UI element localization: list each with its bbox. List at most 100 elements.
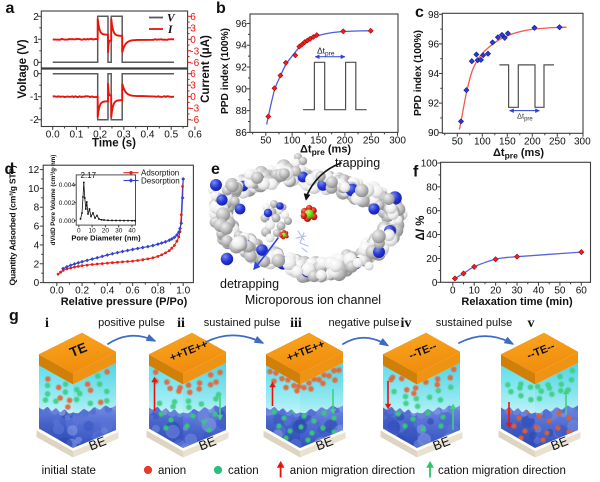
svg-text:92: 92 — [236, 63, 248, 74]
svg-text:anion migration direction: anion migration direction — [290, 465, 415, 477]
svg-text:0.000: 0.000 — [59, 218, 76, 225]
svg-text:PPD index (100%): PPD index (100%) — [220, 28, 231, 114]
svg-text:sustained pulse: sustained pulse — [436, 317, 512, 329]
svg-text:6: 6 — [190, 12, 196, 23]
svg-text:0.0: 0.0 — [46, 130, 60, 141]
svg-text:90: 90 — [236, 84, 248, 95]
svg-text:PPD index (100%): PPD index (100%) — [413, 30, 424, 116]
svg-text:Current (μA): Current (μA) — [200, 35, 212, 103]
svg-text:V: V — [167, 13, 176, 25]
svg-text:40: 40 — [533, 286, 545, 297]
svg-text:2.17: 2.17 — [81, 171, 97, 180]
svg-text:cation: cation — [228, 465, 259, 477]
svg-text:-6: -6 — [190, 115, 199, 126]
svg-text:30: 30 — [511, 286, 523, 297]
svg-text:1.0: 1.0 — [176, 286, 190, 297]
svg-text:ii: ii — [177, 316, 185, 331]
svg-text:50: 50 — [260, 136, 272, 147]
svg-text:0.3: 0.3 — [117, 130, 131, 141]
svg-text:Adsorption: Adsorption — [141, 169, 179, 178]
svg-text:60: 60 — [426, 206, 438, 217]
svg-text:2: 2 — [34, 259, 40, 270]
svg-text:98: 98 — [428, 10, 440, 21]
svg-text:4: 4 — [34, 240, 40, 251]
svg-text:ΔI %: ΔI % — [415, 216, 427, 241]
svg-text:3: 3 — [190, 23, 196, 34]
svg-text:0.1: 0.1 — [69, 130, 83, 141]
svg-text:10: 10 — [469, 286, 481, 297]
svg-text:cation migration direction: cation migration direction — [438, 465, 566, 477]
svg-text:TE: TE — [68, 340, 90, 360]
svg-text:0: 0 — [190, 92, 196, 103]
svg-text:0: 0 — [450, 286, 456, 297]
svg-text:BE: BE — [549, 433, 571, 453]
svg-text:c: c — [415, 4, 424, 21]
svg-text:-6: -6 — [190, 58, 199, 69]
svg-text:100: 100 — [474, 137, 491, 148]
svg-text:250: 250 — [363, 136, 380, 147]
svg-text:300: 300 — [574, 137, 591, 148]
svg-text:0.4: 0.4 — [100, 286, 114, 297]
svg-text:40: 40 — [128, 228, 136, 235]
svg-text:g: g — [9, 308, 19, 325]
svg-text:iii: iii — [290, 316, 302, 331]
svg-text:0.4: 0.4 — [141, 130, 155, 141]
svg-text:20: 20 — [490, 286, 502, 297]
svg-text:30: 30 — [115, 228, 123, 235]
svg-text:0.002: 0.002 — [59, 200, 76, 207]
svg-text:BE: BE — [197, 433, 219, 453]
svg-text:trapping: trapping — [335, 156, 380, 170]
svg-text:-3: -3 — [190, 104, 199, 115]
svg-text:Microporous ion channel: Microporous ion channel — [245, 293, 381, 307]
svg-text:-2: -2 — [30, 115, 39, 126]
svg-text:96: 96 — [236, 19, 248, 30]
svg-text:50: 50 — [452, 137, 464, 148]
svg-text:d: d — [5, 161, 15, 178]
svg-text:6: 6 — [34, 222, 40, 233]
svg-text:i: i — [45, 316, 49, 331]
svg-text:8: 8 — [34, 203, 40, 214]
svg-text:BE: BE — [314, 433, 336, 453]
svg-text:200: 200 — [524, 137, 541, 148]
svg-text:-1: -1 — [30, 92, 39, 103]
svg-text:detrapping: detrapping — [220, 277, 279, 291]
svg-text:0.8: 0.8 — [151, 286, 165, 297]
svg-text:0.6: 0.6 — [188, 130, 202, 141]
svg-text:b: b — [216, 0, 226, 17]
svg-text:92: 92 — [428, 99, 440, 110]
svg-text:0.5: 0.5 — [164, 130, 178, 141]
svg-text:BE: BE — [431, 433, 453, 453]
svg-text:initial state: initial state — [42, 465, 96, 477]
svg-text:150: 150 — [499, 137, 516, 148]
svg-text:Voltage (V): Voltage (V) — [17, 39, 29, 98]
svg-text:94: 94 — [428, 69, 440, 80]
svg-text:0.2: 0.2 — [93, 130, 107, 141]
svg-text:Time (s): Time (s) — [92, 138, 136, 150]
svg-text:Quantity Adsorbed (cm³/g STP): Quantity Adsorbed (cm³/g STP) — [8, 165, 18, 285]
svg-text:negative pulse: negative pulse — [329, 317, 400, 329]
svg-text:200: 200 — [337, 136, 354, 147]
svg-text:40: 40 — [426, 230, 438, 241]
svg-text:iv: iv — [401, 316, 412, 331]
svg-text:a: a — [6, 0, 15, 17]
svg-text:dV/dD Pore Volume (cm³/g·nm): dV/dD Pore Volume (cm³/g·nm) — [50, 155, 57, 246]
svg-text:250: 250 — [549, 137, 566, 148]
svg-text:100: 100 — [284, 136, 301, 147]
svg-text:e: e — [211, 161, 220, 178]
svg-text:I: I — [167, 24, 173, 36]
svg-text:90: 90 — [428, 128, 440, 139]
svg-text:12: 12 — [28, 165, 40, 176]
svg-text:2: 2 — [33, 12, 39, 23]
svg-text:88: 88 — [236, 106, 248, 117]
svg-text:20: 20 — [426, 254, 438, 265]
svg-text:0: 0 — [34, 278, 40, 289]
svg-text:0.004: 0.004 — [59, 182, 76, 189]
svg-text:60: 60 — [576, 286, 588, 297]
svg-text:positive pulse: positive pulse — [98, 317, 165, 329]
svg-text:Δtpre (ms): Δtpre (ms) — [493, 147, 544, 161]
svg-text:86: 86 — [236, 128, 248, 139]
svg-text:10: 10 — [28, 184, 40, 195]
svg-text:sustained pulse: sustained pulse — [204, 317, 280, 329]
svg-text:20: 20 — [102, 228, 110, 235]
svg-text:80: 80 — [426, 182, 438, 193]
